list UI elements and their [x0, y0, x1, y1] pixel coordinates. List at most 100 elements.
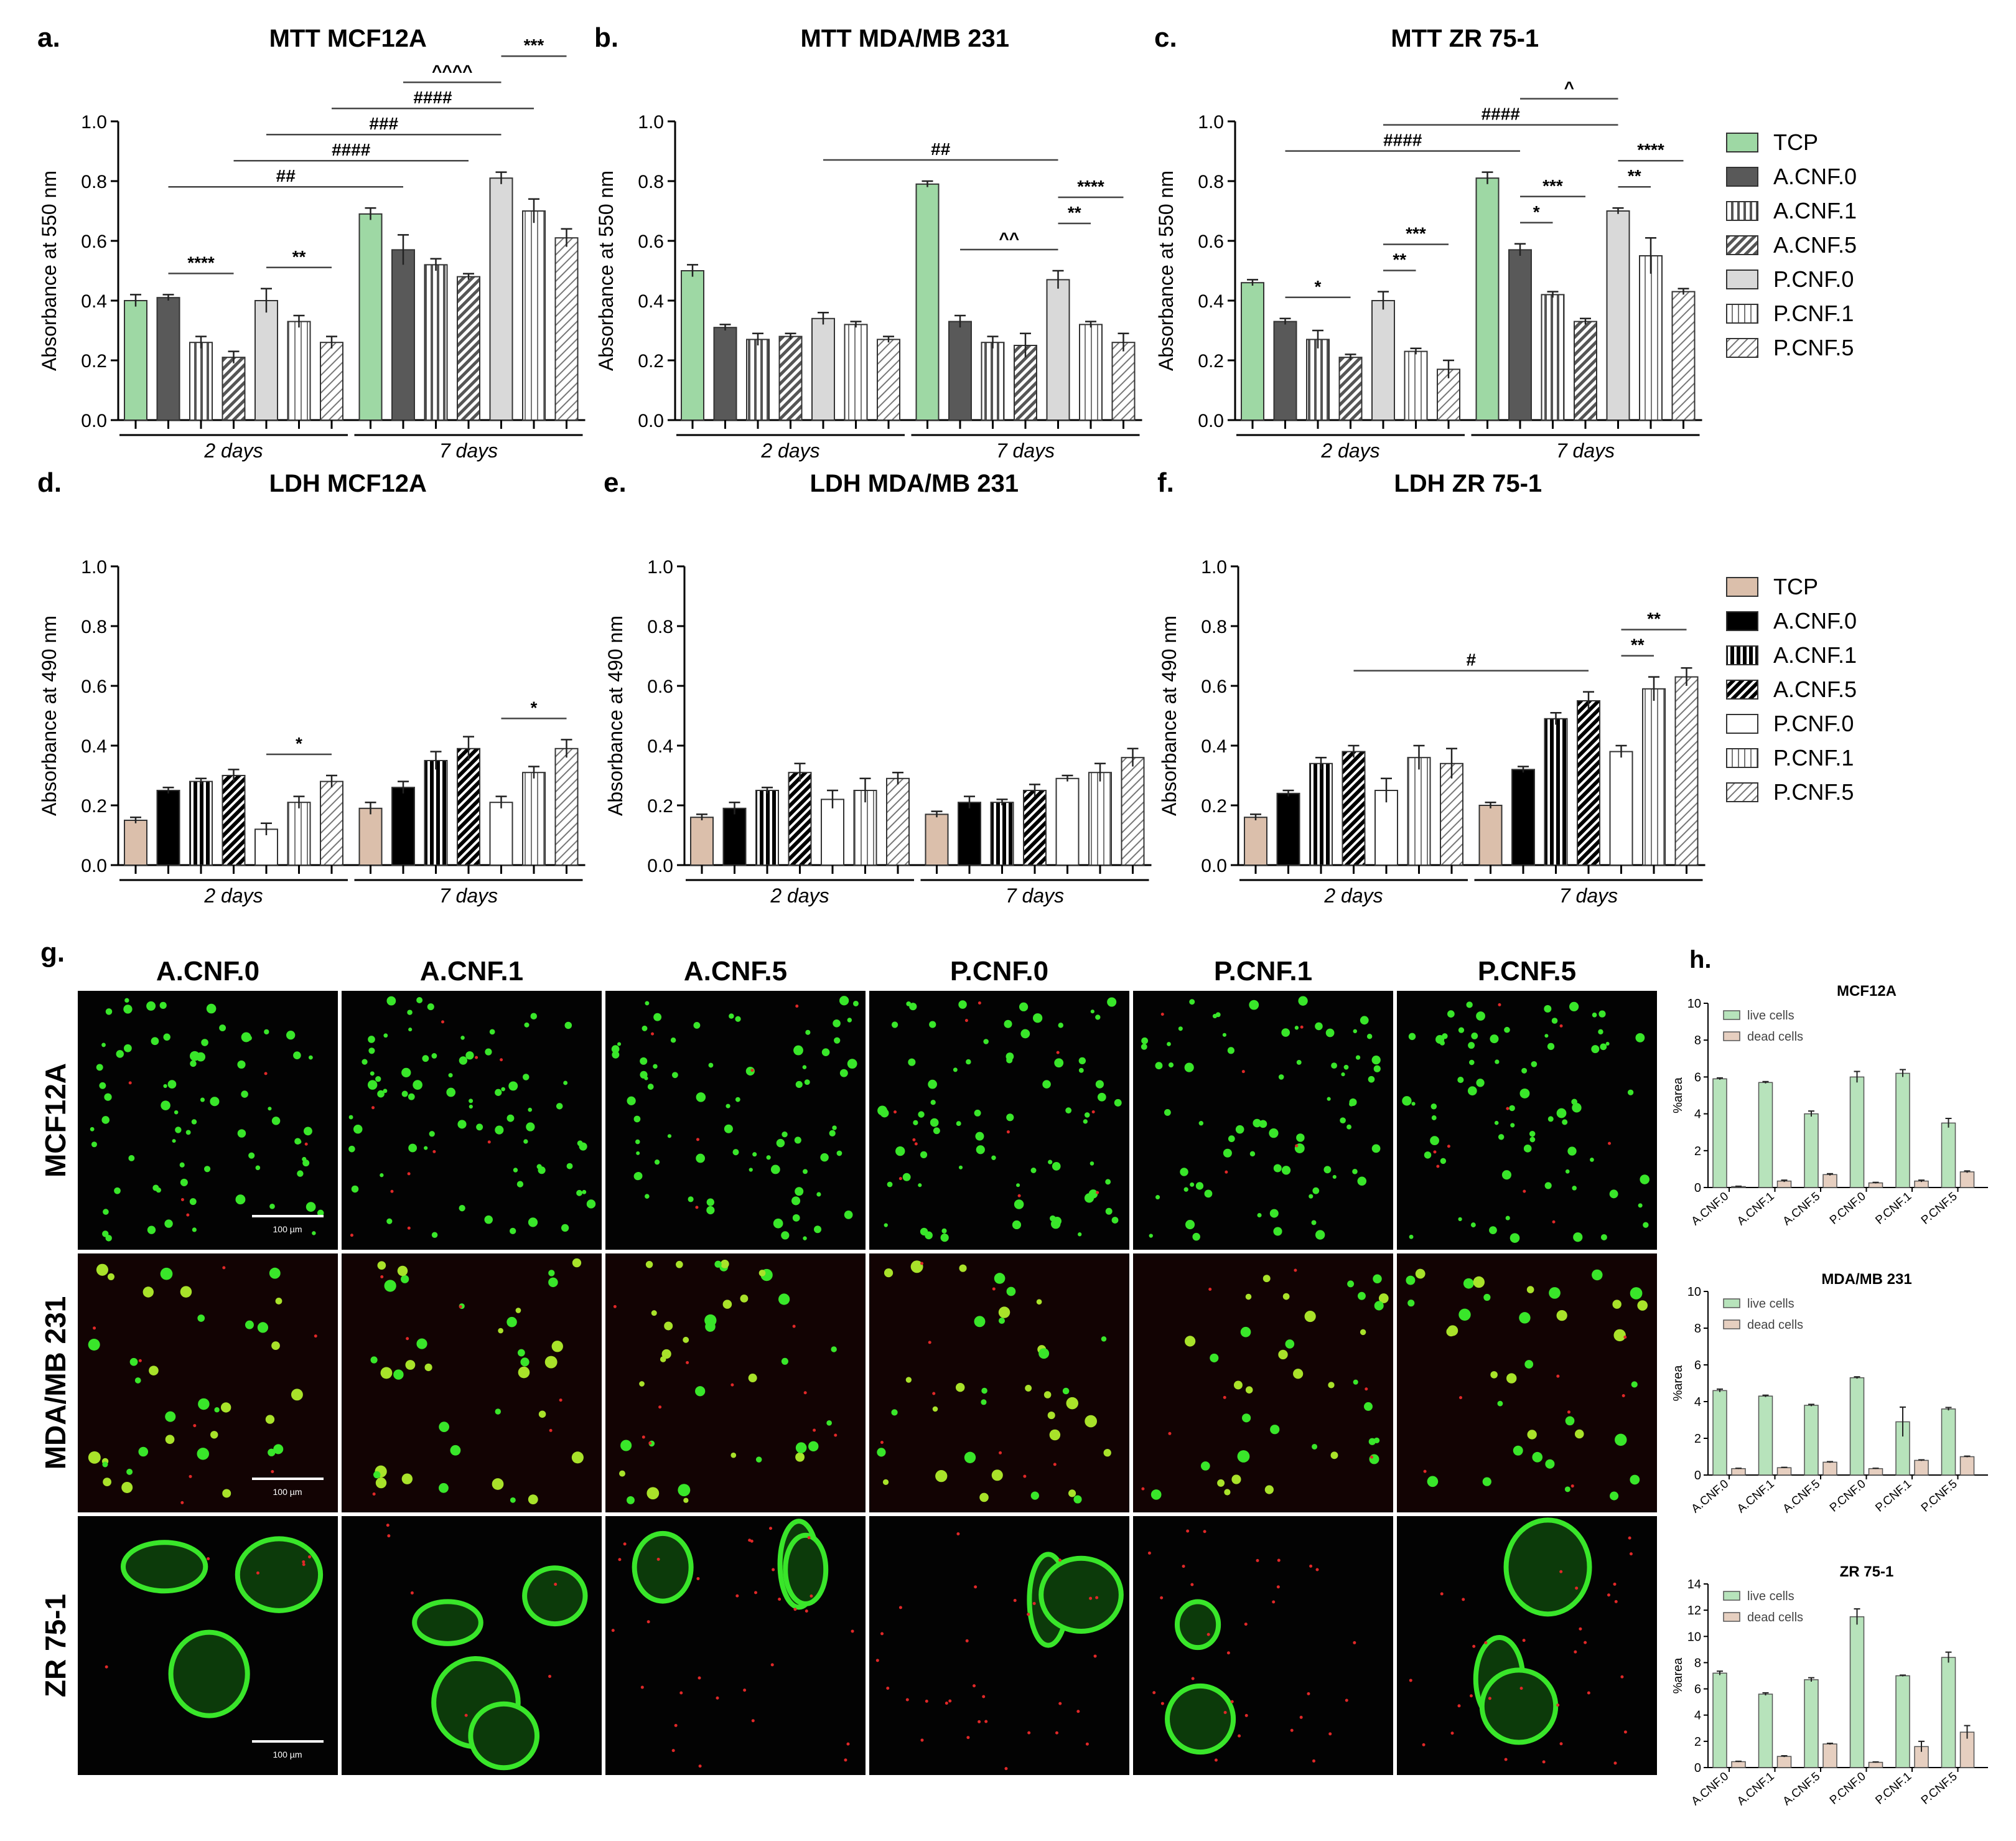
- chart-panel-d: d. LDH MCF12A 0.0 0.2 0.4 0.6 0.8 1.0 Absorbance…: [37, 467, 586, 907]
- dead-cell: [193, 1424, 197, 1428]
- significance-label: ****: [187, 253, 215, 272]
- live-cell: [1309, 1194, 1314, 1199]
- bar-tcp-g2: [358, 807, 383, 866]
- live-cell: [408, 1028, 413, 1032]
- bar-live: [1849, 1377, 1865, 1476]
- live-cell: [201, 1039, 208, 1046]
- live-cell: [1357, 1291, 1366, 1300]
- dead-cell: [973, 1684, 976, 1688]
- live-cell: [291, 1389, 303, 1401]
- dead-cell: [390, 1189, 394, 1193]
- live-cell: [476, 1123, 483, 1131]
- live-cell: [884, 1268, 894, 1278]
- y-tick-label: 8: [1694, 1322, 1701, 1336]
- legend-swatch: [1726, 714, 1758, 734]
- live-cell: [450, 1445, 461, 1456]
- bar-dead: [1822, 1174, 1837, 1188]
- live-cell: [161, 1100, 170, 1110]
- bar-p-cnf-1-g2: [1642, 688, 1666, 866]
- dead-cell: [1552, 1220, 1556, 1224]
- live-cell: [1095, 1080, 1104, 1089]
- legend-item: dead cells: [1747, 1318, 1803, 1332]
- live-cell: [564, 1021, 572, 1029]
- live-cell: [627, 1096, 636, 1105]
- y-tick-label: 0.8: [81, 172, 107, 192]
- live-cell: [645, 1001, 650, 1006]
- micro-image-1-2: [605, 1253, 866, 1512]
- bar-live: [1849, 1616, 1865, 1768]
- dead-cell: [696, 1576, 700, 1580]
- dead-cell: [1436, 1164, 1440, 1168]
- bar-p-cnf-1-g1: [287, 321, 311, 421]
- dead-cell: [1190, 1583, 1194, 1586]
- group-label: 7 days: [1559, 884, 1618, 907]
- live-cell: [510, 1497, 516, 1503]
- dead-cell: [992, 1287, 996, 1291]
- significance-label: ****: [1077, 177, 1104, 196]
- live-cell: [386, 996, 396, 1006]
- live-cell: [179, 1162, 185, 1168]
- live-cell: [489, 1029, 495, 1035]
- bar-live: [1941, 1122, 1956, 1188]
- live-cell: [1431, 1115, 1437, 1120]
- live-cell: [306, 1202, 316, 1212]
- dead-cell: [264, 1072, 268, 1075]
- y-tick-label: 2: [1694, 1432, 1701, 1446]
- live-cell: [219, 1024, 226, 1032]
- x-tick-label: P.CNF.5: [1919, 1478, 1960, 1515]
- dead-cell: [948, 1699, 952, 1703]
- live-cell: [832, 1125, 837, 1130]
- x-tick-label: P.CNF.1: [1873, 1770, 1914, 1807]
- live-cell: [548, 1270, 555, 1277]
- live-cell: [729, 1013, 734, 1019]
- bar-p-cnf-0-g2: [489, 177, 513, 421]
- live-cell: [1312, 1187, 1320, 1194]
- live-cell: [268, 1448, 276, 1456]
- live-cell: [269, 1267, 281, 1279]
- dead-cell: [304, 1142, 308, 1146]
- live-cell: [1476, 1011, 1485, 1021]
- live-cell: [1551, 1018, 1558, 1024]
- live-cell: [1210, 1353, 1219, 1362]
- live-cell: [1368, 1075, 1375, 1083]
- live-cell: [1591, 1045, 1600, 1054]
- dead-cell: [1506, 1107, 1510, 1110]
- live-cell: [802, 1065, 807, 1070]
- bar-dead: [1776, 1756, 1792, 1768]
- live-cell: [1262, 1275, 1271, 1283]
- significance-label: ***: [524, 35, 544, 55]
- live-cell: [416, 1338, 427, 1349]
- live-cell: [551, 1341, 563, 1352]
- live-cell: [611, 1045, 620, 1053]
- dead-cell: [387, 1534, 391, 1538]
- panel-letter: e.: [604, 467, 627, 498]
- live-cell: [88, 1451, 101, 1464]
- live-cell: [735, 1016, 741, 1022]
- live-cell: [1052, 1216, 1062, 1226]
- live-cell: [123, 1005, 133, 1014]
- bar-a-cnf-5-g1: [222, 775, 246, 866]
- live-cell: [908, 1058, 916, 1066]
- legend-swatch: [1723, 1010, 1740, 1020]
- dead-cell: [487, 1140, 491, 1144]
- live-cell: [847, 1018, 852, 1023]
- y-axis-label: Absorbance at 550 nm: [595, 171, 617, 371]
- dead-cell: [795, 1005, 799, 1008]
- group-label: 7 days: [1556, 439, 1615, 462]
- live-cell: [104, 1093, 112, 1101]
- live-cell: [653, 1013, 662, 1021]
- live-cell: [979, 1492, 989, 1502]
- live-cell: [1141, 1043, 1147, 1050]
- live-cell: [795, 1187, 804, 1196]
- significance-label: **: [1647, 609, 1661, 629]
- bar-a-cnf-0-g2: [958, 802, 981, 866]
- significance-label: ***: [1406, 224, 1426, 243]
- live-cell: [1264, 1485, 1274, 1494]
- live-cell: [526, 1122, 535, 1131]
- live-cell: [752, 1152, 757, 1157]
- dead-cell: [1152, 1691, 1156, 1695]
- group-label: 7 days: [439, 439, 498, 462]
- chart-title: LDH MDA/MB 231: [810, 470, 1019, 497]
- live-cell: [627, 1496, 635, 1504]
- dead-cell: [207, 1557, 210, 1560]
